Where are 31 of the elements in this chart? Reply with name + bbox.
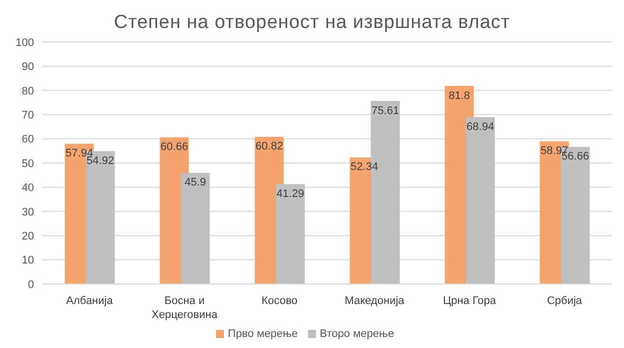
chart-title: Степен на отвореност на извршната власт	[112, 11, 512, 35]
data-label: 75.61	[372, 104, 400, 117]
data-label: 60.82	[256, 140, 284, 153]
data-label: 52.34	[350, 161, 378, 174]
x-tick-label: Србија	[546, 295, 583, 307]
y-tick-label: 70	[22, 110, 34, 122]
y-tick-label: 90	[22, 61, 34, 74]
legend-label: Второ мерење	[320, 328, 394, 340]
data-label: 81.8	[448, 90, 470, 102]
legend-label: Прво мерење	[228, 328, 298, 340]
data-label: 41.29	[276, 188, 304, 200]
data-label: 60.66	[160, 141, 188, 154]
x-tick-label: Црна Гора	[442, 295, 497, 307]
y-tick-label: 20	[22, 230, 34, 243]
x-tick-label: Косово	[261, 295, 298, 307]
x-tick-label: Македонија	[344, 295, 406, 307]
bar	[466, 117, 495, 284]
x-tick-label: Босна и Херцеговина	[152, 295, 218, 321]
bar	[276, 184, 305, 284]
y-tick-label: 50	[22, 158, 34, 170]
y-tick-label: 10	[22, 254, 34, 267]
x-tick-label: Албанија	[66, 295, 114, 307]
y-tick-label: 40	[22, 182, 34, 194]
data-label: 45.9	[184, 176, 206, 189]
y-tick-label: 30	[22, 206, 34, 218]
y-tick-label: 0	[28, 278, 34, 291]
y-tick-label: 80	[22, 85, 34, 98]
bar	[180, 172, 210, 284]
y-tick-label: 100	[16, 36, 34, 49]
data-label: 68.94	[466, 120, 494, 133]
y-tick-label: 60	[22, 134, 34, 146]
